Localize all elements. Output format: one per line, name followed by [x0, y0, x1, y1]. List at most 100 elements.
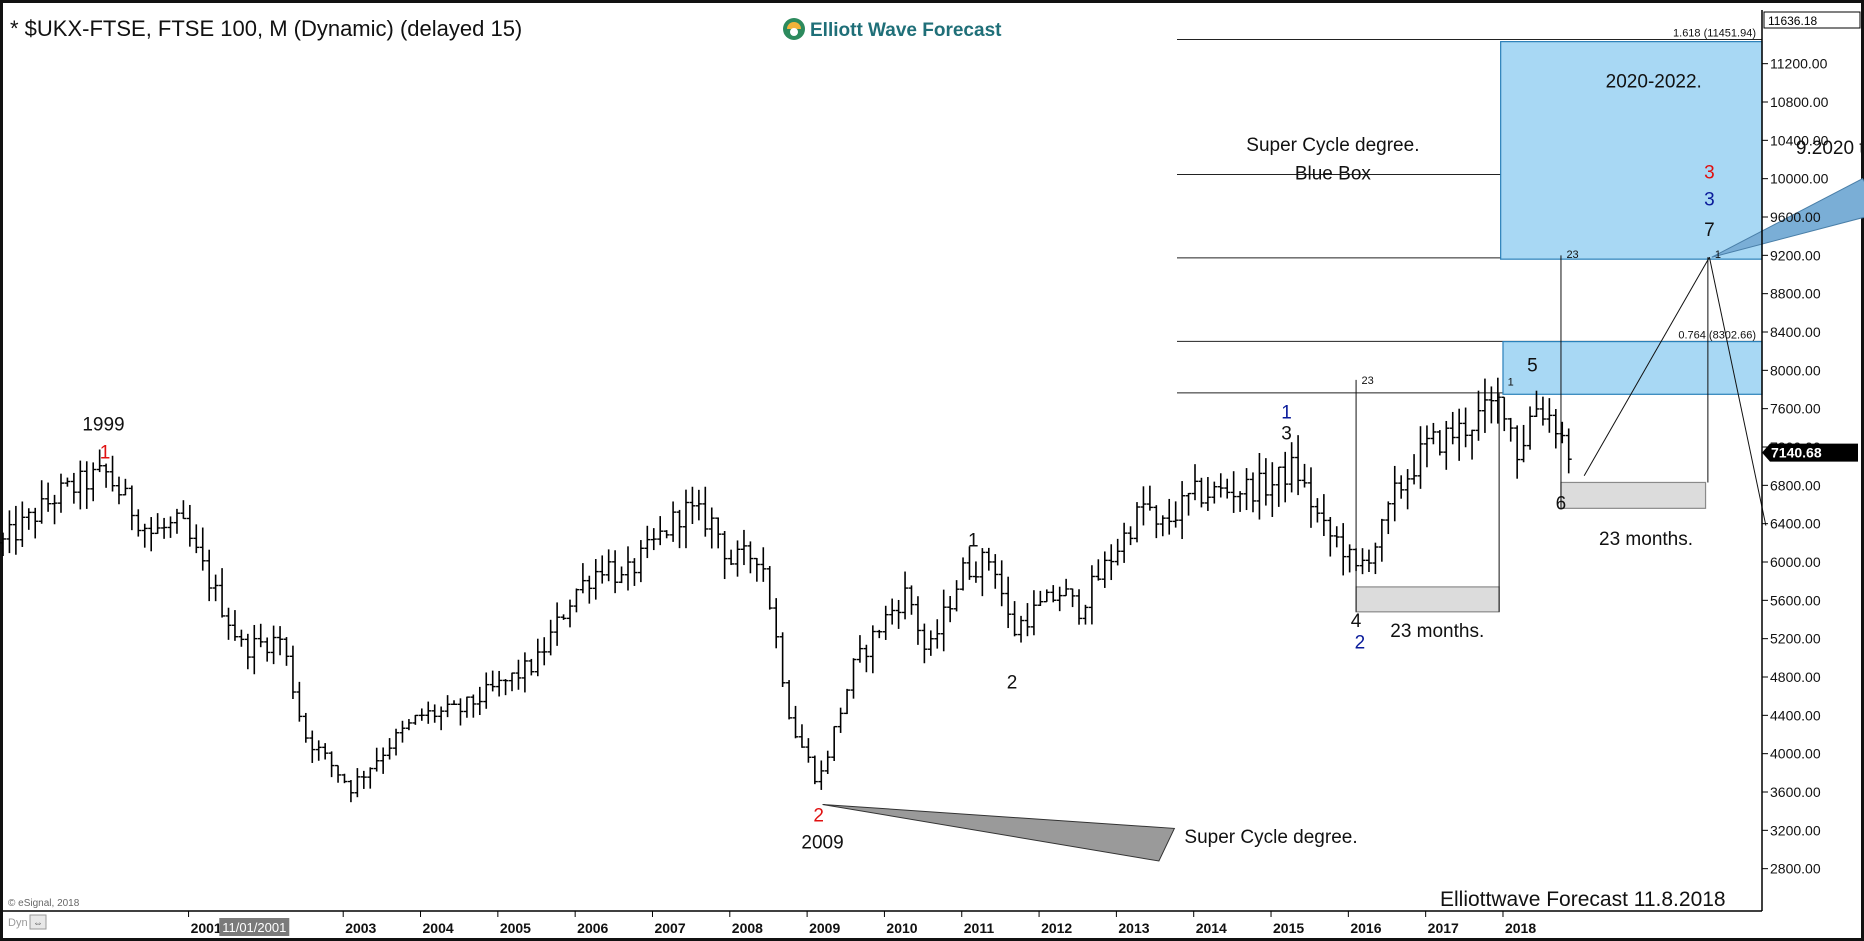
x-tick-label: 2001	[191, 920, 222, 936]
x-tick-label: 2007	[654, 920, 685, 936]
wave-label: 1	[1281, 402, 1292, 423]
dyn-label: Dyn	[8, 917, 28, 929]
x-tick-label: 2010	[886, 920, 917, 936]
annotation: Blue Box	[1295, 164, 1372, 185]
x-tick-label: 2011	[964, 920, 995, 936]
y-axis: 2800.00 3200.00 3600.00 4000.00 4400.00 4800.…	[1762, 56, 1829, 877]
y-tick-label: 9200.00	[1770, 247, 1821, 263]
top-price-tag: 11636.18	[1763, 11, 1861, 29]
top-price-label: 11636.18	[1768, 14, 1817, 28]
annotation: Super Cycle degree.	[1184, 827, 1357, 848]
time-fan-lower	[822, 803, 1176, 862]
top-price-tag-box	[1763, 11, 1861, 29]
wave-label: 4	[1351, 611, 1362, 632]
dyn-toggle[interactable]	[29, 914, 47, 930]
y-tick-label: 3200.00	[1770, 822, 1821, 838]
chevron-icon: ⇔	[33, 918, 43, 929]
wave-label: 1	[968, 531, 979, 552]
signature: Elliottwave Forecast 11.8.2018	[1440, 888, 1726, 911]
cursor-date-label: 11/01/2001	[222, 920, 286, 935]
x-tick-label: 2013	[1118, 920, 1149, 936]
y-tick-label: 4400.00	[1770, 707, 1821, 723]
y-tick-label: 6400.00	[1770, 516, 1821, 532]
y-tick-label: 2800.00	[1770, 861, 1821, 877]
chart-title: * $UKX-FTSE, FTSE 100, M (Dynamic) (dela…	[10, 16, 522, 41]
logo-icon-dot	[790, 28, 798, 36]
wave-label: 3	[1281, 423, 1292, 444]
wave-label: 5	[1527, 355, 1538, 376]
cursor-date-box	[219, 918, 290, 936]
y-tick-label: 11200.00	[1770, 56, 1828, 72]
last-price-tag-shape	[1762, 443, 1858, 462]
y-tick-label: 5200.00	[1770, 631, 1821, 647]
small-label: 1	[1715, 249, 1721, 261]
last-price-label: 7140.68	[1771, 445, 1822, 461]
y-tick-label: 4000.00	[1770, 746, 1821, 762]
logo-icon-arc	[787, 22, 801, 29]
y-tick-label: 3600.00	[1770, 784, 1821, 800]
fib-label: 0.764 (8302.66)	[1678, 329, 1756, 341]
x-tick-label: 2016	[1350, 920, 1381, 936]
logo: Elliott Wave Forecast	[783, 18, 1002, 41]
logo-text: Elliott Wave Forecast	[810, 20, 1002, 41]
x-axis: 2001 2003 2004 2005 2006 2007 2008 2009 2010 2011…	[188, 911, 1536, 936]
price-bars	[0, 377, 1572, 803]
x-tick-label: 2005	[500, 920, 531, 936]
wave-label: 3	[1704, 163, 1715, 184]
wave-label: 1999	[82, 415, 124, 436]
x-tick-label: 2015	[1273, 920, 1304, 936]
projection-boxes	[1355, 41, 1763, 613]
small-label: 1	[1508, 377, 1514, 389]
wave-label: 6	[1556, 493, 1567, 514]
fib-label: 1.618 (11451.94)	[1673, 28, 1756, 40]
y-tick-label: 10800.00	[1770, 94, 1829, 110]
last-price-tag: 7140.68	[1762, 443, 1858, 462]
small-label: 23	[1362, 375, 1374, 387]
wave-label: 2	[1007, 673, 1018, 694]
gray-box-23-months-2018	[1560, 481, 1707, 509]
annotation: 9.2020 time equal price.	[1796, 138, 1864, 159]
x-tick-label: 2012	[1041, 920, 1072, 936]
gray-box-23-months-2016	[1355, 586, 1500, 613]
wave-label: 2	[1355, 632, 1366, 653]
projection-line-up	[1583, 257, 1710, 476]
y-tick-label: 8000.00	[1770, 362, 1821, 378]
wave-label: 2	[813, 806, 824, 827]
wave-label: 7	[1704, 220, 1715, 241]
y-tick-label: 5600.00	[1770, 592, 1821, 608]
x-tick-label: 2008	[732, 920, 763, 936]
y-tick-label: 6800.00	[1770, 477, 1821, 493]
x-tick-label: 2004	[423, 920, 454, 936]
x-tick-label: 2017	[1428, 920, 1459, 936]
time-fan-upper	[1711, 178, 1864, 258]
y-tick-label: 7600.00	[1770, 401, 1821, 417]
x-tick-label: 2009	[809, 920, 840, 936]
blue-box-lower	[1502, 340, 1763, 395]
x-tick-label: 2014	[1196, 920, 1227, 936]
annotation: 2020-2022.	[1606, 72, 1702, 93]
annotation: Super Cycle degree.	[1246, 135, 1419, 156]
annotation: 23 months.	[1599, 529, 1693, 550]
x-tick-label: 2006	[577, 920, 608, 936]
x-tick-label: 2018	[1505, 920, 1536, 936]
y-tick-label: 6000.00	[1770, 554, 1821, 570]
x-tick-label: 2003	[345, 920, 376, 936]
wave-label: 1	[100, 443, 111, 464]
y-tick-label: 8400.00	[1770, 324, 1821, 340]
wave-label: 2009	[801, 833, 843, 854]
y-tick-label: 9600.00	[1770, 209, 1821, 225]
trend-lines	[822, 178, 1864, 862]
y-tick-label: 4800.00	[1770, 669, 1821, 685]
blue-box-2020-2022	[1500, 41, 1763, 260]
y-tick-label: 10000.00	[1770, 171, 1829, 187]
wave-label: 3	[1704, 190, 1715, 211]
small-label: 23	[1566, 249, 1578, 261]
projection-line-down	[1708, 257, 1767, 526]
esignal-copyright: © eSignal, 2018	[8, 898, 80, 909]
annotations: 2020-2022. Super Cycle degree. Blue Box 9.2…	[1184, 72, 1864, 848]
annotation: 23 months.	[1390, 621, 1484, 642]
y-tick-label: 10400.00	[1770, 132, 1829, 148]
